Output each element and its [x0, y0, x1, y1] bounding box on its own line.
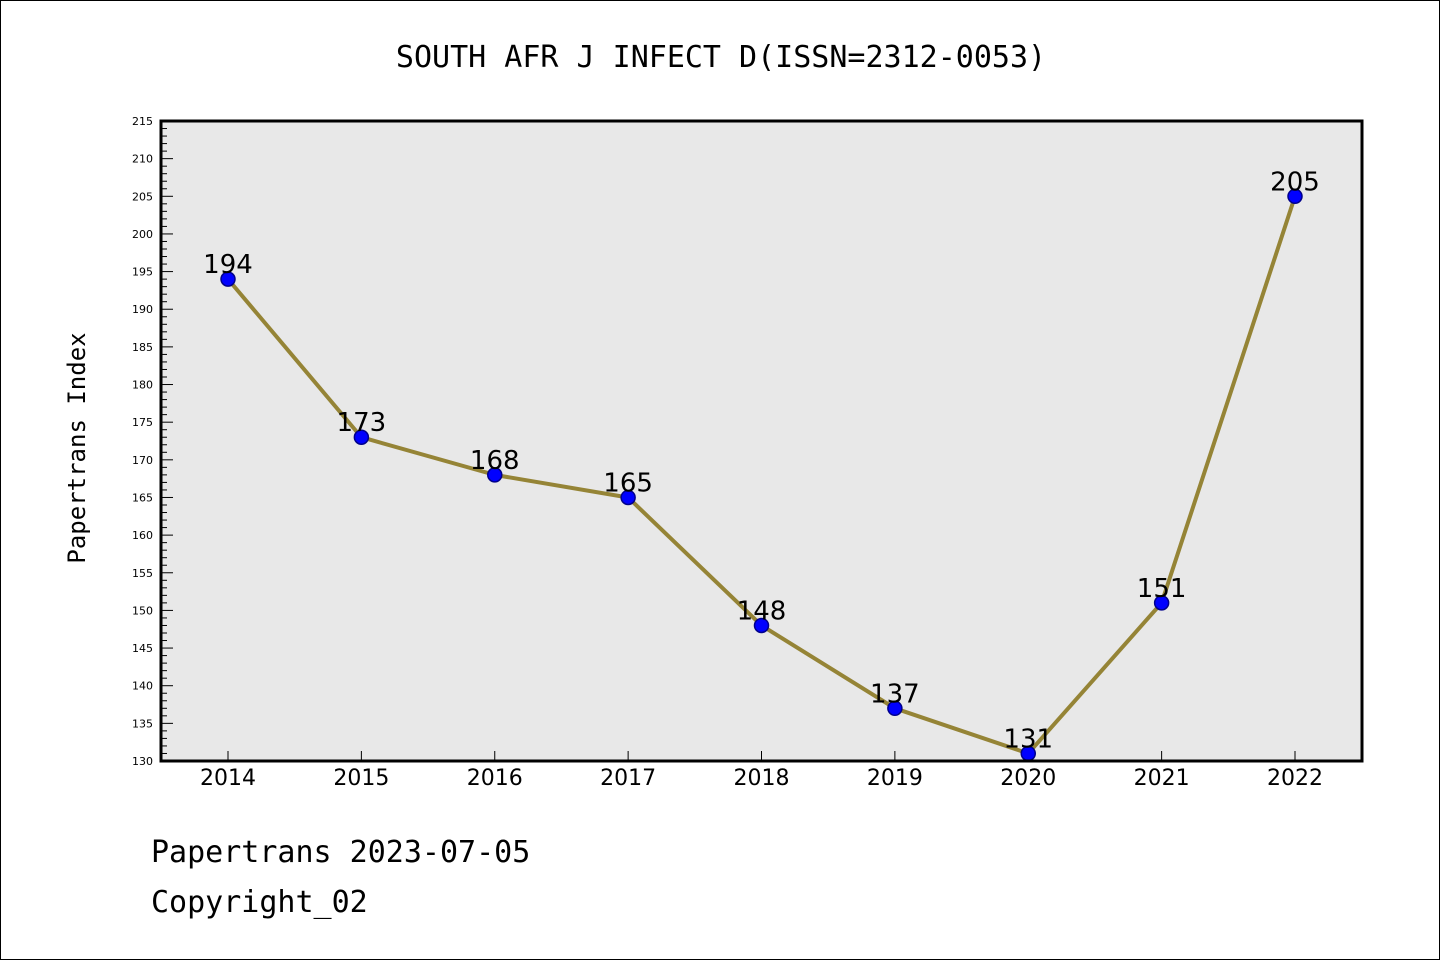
data-point [620, 489, 636, 506]
data-point [1153, 595, 1170, 611]
x-tick-label: 2019 [867, 766, 923, 791]
y-tick-label: 180 [132, 379, 153, 392]
footer-copyright: Copyright_02 [151, 885, 368, 920]
y-tick-label: 160 [132, 529, 153, 542]
y-tick-label: 165 [132, 491, 153, 504]
y-tick-label: 135 [132, 717, 153, 730]
data-label: 168 [470, 446, 520, 476]
data-label: 194 [203, 250, 253, 280]
plot-border [159, 119, 1364, 763]
y-axis-ticks: 130 135 140 145 150 155 160 165 170 175 180 185 190 1… [132, 115, 173, 768]
data-label: 131 [1003, 724, 1053, 754]
x-axis-ticks: 2014 2015 2016 2017 2018 2019 2020 2021 2022 [200, 751, 1323, 791]
x-tick-label: 2015 [333, 766, 389, 791]
y-tick-label: 140 [132, 680, 153, 693]
data-label: 151 [1137, 574, 1187, 604]
x-tick-label: 2018 [734, 766, 790, 791]
data-point [753, 617, 770, 634]
plot-area [161, 121, 1362, 761]
y-tick-label: 150 [132, 604, 153, 617]
data-point [220, 271, 236, 287]
data-points [220, 188, 1303, 762]
data-label: 205 [1270, 167, 1320, 197]
y-tick-label: 145 [132, 642, 153, 655]
data-label: 165 [603, 468, 653, 498]
y-tick-label: 215 [132, 115, 153, 128]
data-point [487, 467, 503, 483]
x-tick-label: 2022 [1267, 766, 1323, 791]
data-point [353, 429, 370, 445]
chart-title: SOUTH AFR J INFECT D(ISSN=2312-0053) [396, 40, 1046, 75]
data-labels: 194 173 168 165 148 137 131 151 205 [203, 167, 1320, 754]
y-tick-label: 185 [132, 341, 153, 354]
x-tick-label: 2020 [1000, 766, 1056, 791]
x-tick-label: 2021 [1134, 766, 1190, 791]
y-tick-label: 155 [132, 567, 153, 580]
y-tick-label: 175 [132, 416, 153, 429]
x-tick-label: 2014 [200, 766, 256, 791]
y-tick-label: 195 [132, 266, 153, 279]
y-axis-label: Papertrans Index [63, 332, 91, 563]
x-tick-label: 2017 [600, 766, 656, 791]
y-tick-label: 170 [132, 454, 153, 467]
y-tick-label: 190 [132, 303, 153, 316]
data-label: 173 [337, 408, 387, 438]
data-label: 148 [737, 596, 787, 626]
y-tick-label: 210 [132, 153, 153, 166]
footer-date: Papertrans 2023-07-05 [151, 835, 531, 870]
y-tick-label: 200 [132, 228, 153, 241]
data-point [1287, 188, 1303, 205]
data-label: 137 [870, 679, 920, 709]
y-tick-label: 205 [132, 190, 153, 203]
x-tick-label: 2016 [467, 766, 523, 791]
y-tick-label: 130 [132, 755, 153, 768]
data-point [887, 700, 903, 717]
